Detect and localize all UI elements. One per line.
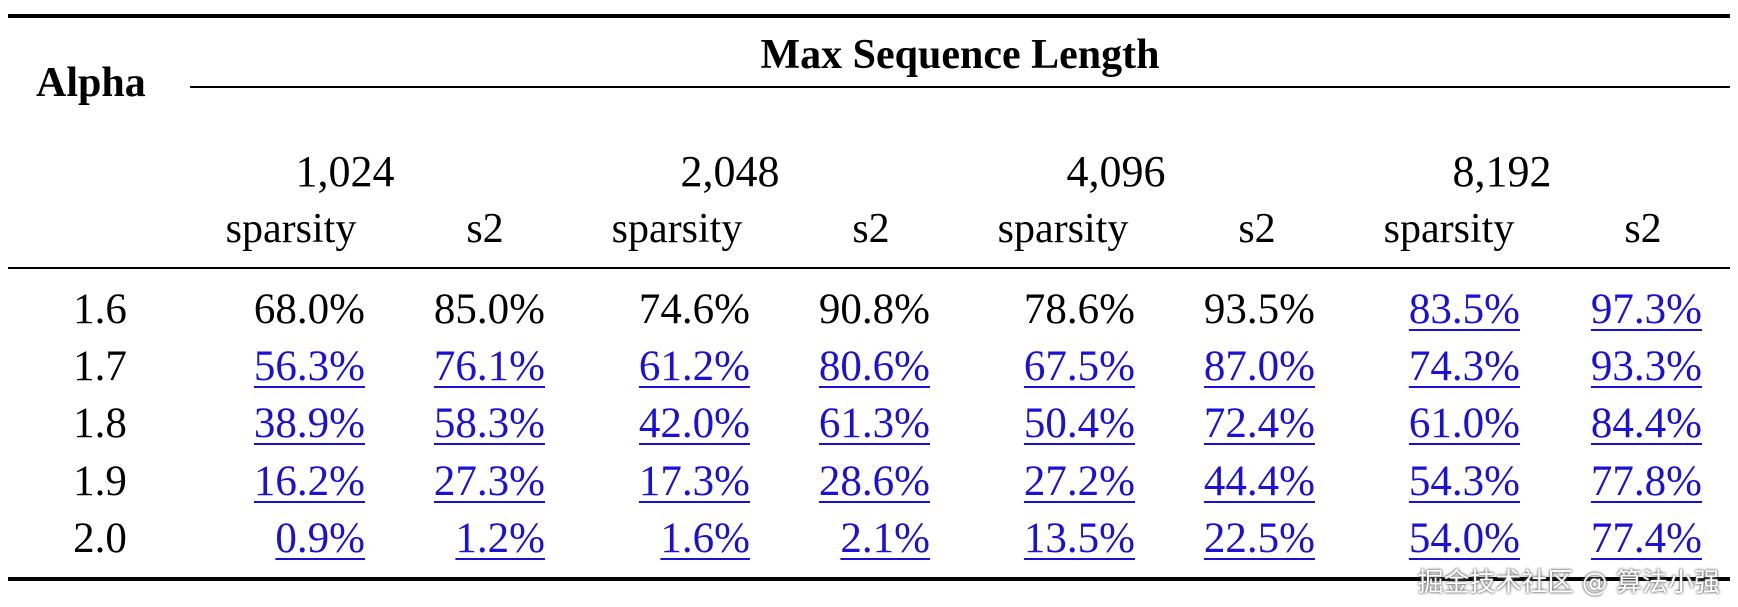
table-cell: 85.0%: [433, 286, 545, 333]
table-cell-link[interactable]: 83.5%: [1408, 286, 1520, 333]
length-header-1024: 1,024: [295, 147, 395, 196]
table-cell-link[interactable]: 74.3%: [1408, 343, 1520, 390]
table-cell-link[interactable]: 72.4%: [1203, 400, 1315, 447]
table-cell-link[interactable]: 1.6%: [660, 515, 750, 562]
row-alpha-value: 1.9: [73, 458, 127, 505]
group-header-rule: [190, 86, 1730, 88]
header-body-rule: [8, 267, 1730, 269]
table-top-rule: [8, 14, 1730, 18]
table-cell-link[interactable]: 87.0%: [1203, 343, 1315, 390]
table-cell: 74.6%: [638, 286, 750, 333]
table-cell-link[interactable]: 16.2%: [253, 458, 365, 505]
table-cell-link[interactable]: 58.3%: [433, 400, 545, 447]
col-header-s2-8192: s2: [1624, 206, 1662, 252]
table-cell-link[interactable]: 54.3%: [1408, 458, 1520, 505]
table-cell-link[interactable]: 17.3%: [638, 458, 750, 505]
table-cell: 90.8%: [818, 286, 930, 333]
table-cell-link[interactable]: 84.4%: [1590, 400, 1702, 447]
table-cell-link[interactable]: 93.3%: [1590, 343, 1702, 390]
max-sequence-length-header: Max Sequence Length: [760, 32, 1160, 78]
table-cell-link[interactable]: 44.4%: [1203, 458, 1315, 505]
row-alpha-value: 1.8: [73, 400, 127, 447]
table-cell-link[interactable]: 27.2%: [1023, 458, 1135, 505]
col-header-s2-2048: s2: [852, 206, 890, 252]
table-cell-link[interactable]: 22.5%: [1203, 515, 1315, 562]
col-header-sparsity-8192: sparsity: [1383, 206, 1515, 252]
table-cell-link[interactable]: 80.6%: [818, 343, 930, 390]
table-cell: 78.6%: [1023, 286, 1135, 333]
table-cell-link[interactable]: 97.3%: [1590, 286, 1702, 333]
row-alpha-value: 1.6: [73, 286, 127, 333]
alpha-column-header: Alpha: [36, 60, 146, 106]
table-cell-link[interactable]: 67.5%: [1023, 343, 1135, 390]
col-header-sparsity-4096: sparsity: [997, 206, 1129, 252]
table-cell-link[interactable]: 56.3%: [253, 343, 365, 390]
row-alpha-value: 2.0: [73, 515, 127, 562]
table-cell: 68.0%: [253, 286, 365, 333]
table-cell-link[interactable]: 54.0%: [1408, 515, 1520, 562]
table-cell-link[interactable]: 76.1%: [433, 343, 545, 390]
watermark: 掘金技术社区 @ 算法小强: [1417, 568, 1720, 598]
table-cell-link[interactable]: 77.8%: [1590, 458, 1702, 505]
table-cell-link[interactable]: 42.0%: [638, 400, 750, 447]
col-header-sparsity-1024: sparsity: [225, 206, 357, 252]
table-cell-link[interactable]: 77.4%: [1590, 515, 1702, 562]
col-header-s2-4096: s2: [1238, 206, 1276, 252]
table-cell-link[interactable]: 61.0%: [1408, 400, 1520, 447]
table-cell-link[interactable]: 13.5%: [1023, 515, 1135, 562]
table-cell-link[interactable]: 27.3%: [433, 458, 545, 505]
table-cell-link[interactable]: 50.4%: [1023, 400, 1135, 447]
table-cell-link[interactable]: 28.6%: [818, 458, 930, 505]
table-cell-link[interactable]: 61.2%: [638, 343, 750, 390]
table-bottom-rule: [8, 577, 1730, 581]
table-cell-link[interactable]: 61.3%: [818, 400, 930, 447]
length-header-8192: 8,192: [1452, 147, 1552, 196]
col-header-sparsity-2048: sparsity: [611, 206, 743, 252]
table-cell-link[interactable]: 38.9%: [253, 400, 365, 447]
table-cell-link[interactable]: 2.1%: [840, 515, 930, 562]
length-header-4096: 4,096: [1066, 147, 1166, 196]
row-alpha-value: 1.7: [73, 343, 127, 390]
table-cell-link[interactable]: 1.2%: [455, 515, 545, 562]
table-cell: 93.5%: [1203, 286, 1315, 333]
col-header-s2-1024: s2: [466, 206, 504, 252]
table-cell-link[interactable]: 0.9%: [275, 515, 365, 562]
length-header-2048: 2,048: [680, 147, 780, 196]
